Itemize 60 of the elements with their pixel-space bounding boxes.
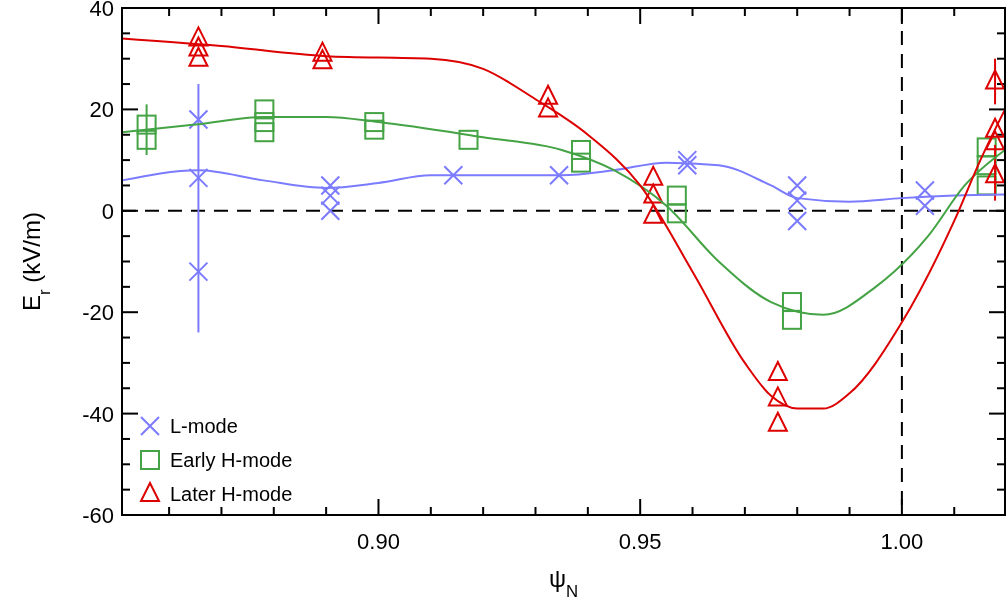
x-axis-title: ψ$_{N}$ bbox=[548, 565, 579, 601]
point bbox=[538, 97, 559, 118]
point bbox=[188, 109, 209, 130]
point bbox=[136, 114, 157, 135]
point bbox=[643, 165, 664, 186]
point bbox=[767, 361, 788, 382]
x-tick-label: 0.90 bbox=[357, 529, 400, 554]
point bbox=[443, 165, 464, 186]
point bbox=[781, 309, 802, 330]
point bbox=[320, 175, 341, 196]
point bbox=[312, 41, 333, 62]
point bbox=[188, 36, 209, 57]
point bbox=[188, 46, 209, 67]
point bbox=[254, 99, 275, 120]
point bbox=[254, 122, 275, 143]
point bbox=[985, 117, 1006, 138]
point bbox=[643, 183, 664, 204]
point bbox=[320, 200, 341, 221]
point bbox=[364, 119, 385, 140]
point bbox=[976, 137, 997, 158]
point bbox=[666, 203, 687, 224]
point bbox=[136, 129, 157, 150]
point bbox=[320, 185, 341, 206]
point bbox=[985, 163, 1006, 184]
point bbox=[571, 152, 592, 173]
y-tick-label: -20 bbox=[82, 300, 114, 326]
x-tick-label: 1.00 bbox=[880, 529, 924, 554]
x-tick-label: 0.95 bbox=[618, 529, 662, 554]
point bbox=[666, 185, 687, 206]
y-tick-label: 40 bbox=[89, 0, 114, 21]
legend-label: Early H-mode bbox=[170, 449, 293, 471]
y-tick-label: 0 bbox=[101, 198, 114, 224]
point bbox=[188, 167, 209, 188]
y-tick-label: -40 bbox=[82, 401, 114, 427]
point bbox=[312, 49, 333, 70]
point bbox=[364, 112, 385, 133]
point bbox=[976, 155, 997, 176]
point bbox=[914, 195, 935, 216]
point bbox=[677, 155, 698, 176]
y-tick-label: -60 bbox=[82, 503, 114, 528]
legend-label: L-mode bbox=[170, 415, 238, 437]
point bbox=[643, 203, 664, 224]
y-tick-label: 20 bbox=[89, 97, 114, 123]
point bbox=[781, 292, 802, 313]
point bbox=[914, 180, 935, 201]
point bbox=[458, 129, 479, 150]
point bbox=[188, 26, 209, 47]
point bbox=[787, 190, 808, 211]
point bbox=[787, 175, 808, 196]
point bbox=[188, 261, 209, 282]
point bbox=[985, 130, 1006, 151]
point bbox=[787, 210, 808, 231]
point bbox=[976, 175, 997, 196]
point bbox=[254, 112, 275, 133]
point bbox=[985, 69, 1006, 90]
point bbox=[538, 84, 559, 105]
point bbox=[549, 165, 570, 186]
point bbox=[571, 139, 592, 160]
legend-label: Later H-mode bbox=[170, 483, 293, 505]
point bbox=[677, 150, 698, 171]
